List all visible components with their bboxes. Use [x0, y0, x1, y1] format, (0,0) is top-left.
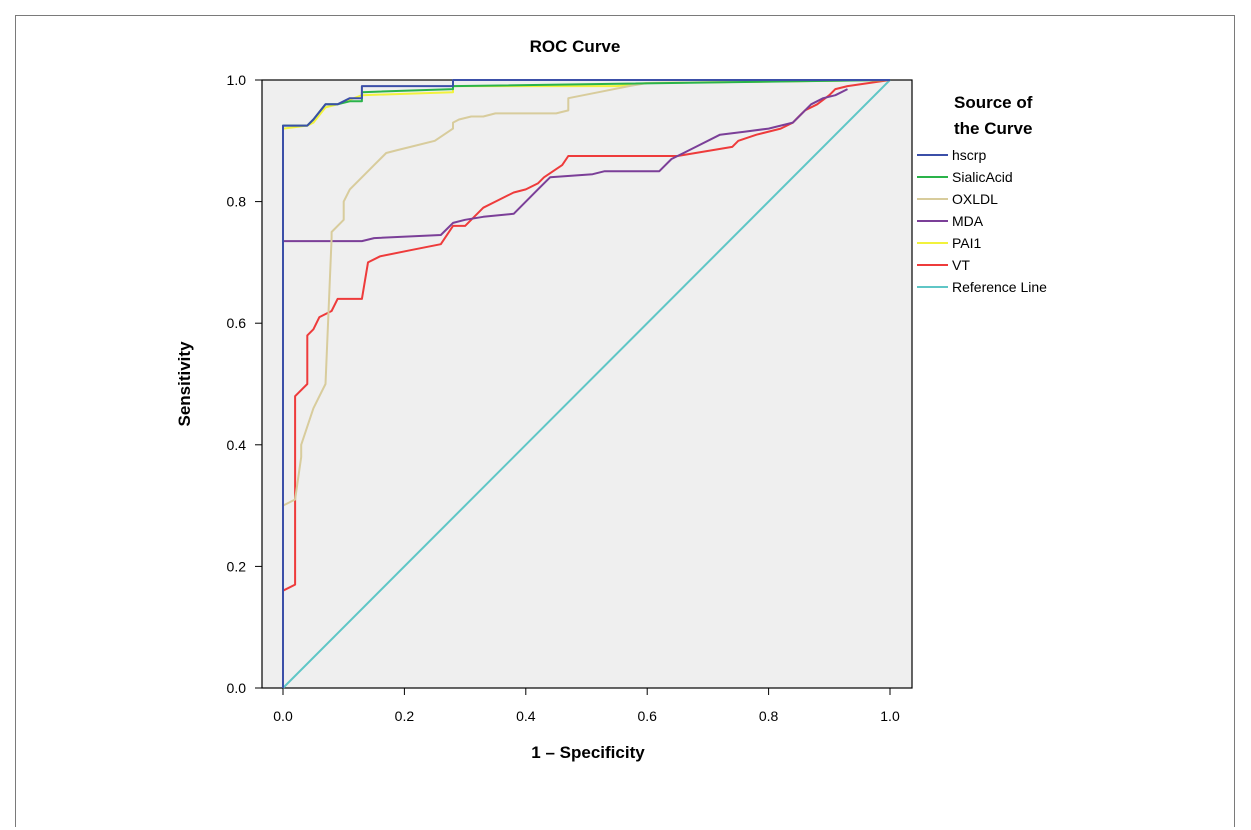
series-line-oxldl: [282, 79, 891, 688]
legend: Source of the Curve hscrp SialicAcid OXLDL MD…: [917, 93, 1047, 295]
legend-label: Reference Line: [952, 279, 1047, 295]
legend-title: Source of: [954, 93, 1033, 112]
legend-title: the Curve: [954, 119, 1032, 138]
chart-title: ROC Curve: [530, 37, 621, 56]
series-layer: [282, 79, 891, 689]
series-line-hscrp: [282, 79, 890, 688]
x-axis-label: 1 – Specificity: [531, 743, 645, 762]
legend-label: hscrp: [952, 147, 986, 163]
x-tick-label: 0.8: [759, 708, 779, 724]
x-tick-label: 1.0: [880, 708, 900, 724]
legend-label: PAI1: [952, 235, 982, 251]
y-tick-label: 0.8: [227, 194, 247, 210]
y-tick-label: 0.4: [227, 437, 247, 453]
axis-layer: 0.0 0.2 0.4 0.6 0.8 1.0 0.0 0.2 0.4 0.6 0.8 1.0: [227, 72, 900, 724]
figure-frame: [15, 15, 1235, 827]
y-axis-label: Sensitivity: [175, 341, 194, 427]
legend-label: MDA: [952, 213, 984, 229]
series-line-mda: [282, 88, 848, 688]
x-tick-label: 0.0: [273, 708, 293, 724]
y-tick-label: 0.6: [227, 315, 247, 331]
y-tick-label: 0.0: [227, 680, 247, 696]
x-tick-label: 0.2: [395, 708, 415, 724]
legend-label: SialicAcid: [952, 169, 1013, 185]
y-tick-label: 1.0: [227, 72, 247, 88]
y-tick-label: 0.2: [227, 558, 247, 574]
x-tick-label: 0.6: [637, 708, 657, 724]
legend-label: OXLDL: [952, 191, 998, 207]
x-tick-label: 0.4: [516, 708, 536, 724]
legend-label: VT: [952, 257, 970, 273]
series-line-reference-line: [282, 79, 891, 689]
